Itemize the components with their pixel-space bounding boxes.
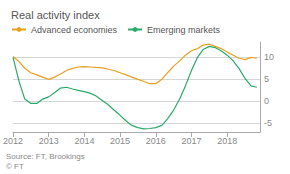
svg-text:2013: 2013 <box>39 136 59 146</box>
svg-text:-5: -5 <box>264 118 272 128</box>
svg-text:2017: 2017 <box>181 136 201 146</box>
svg-text:10: 10 <box>264 52 274 62</box>
svg-text:2016: 2016 <box>146 136 166 146</box>
svg-text:Real activity index: Real activity index <box>11 9 100 21</box>
svg-text:© FT: © FT <box>6 162 24 171</box>
svg-text:Advanced economies: Advanced economies <box>31 25 118 35</box>
svg-text:2014: 2014 <box>74 136 94 146</box>
svg-text:2018: 2018 <box>217 136 237 146</box>
svg-text:2015: 2015 <box>110 136 130 146</box>
svg-text:5: 5 <box>264 74 269 84</box>
svg-text:2012: 2012 <box>3 136 23 146</box>
svg-text:Emerging markets: Emerging markets <box>147 25 221 35</box>
svg-text:0: 0 <box>264 96 269 106</box>
svg-text:Source: FT, Brookings: Source: FT, Brookings <box>6 152 85 161</box>
